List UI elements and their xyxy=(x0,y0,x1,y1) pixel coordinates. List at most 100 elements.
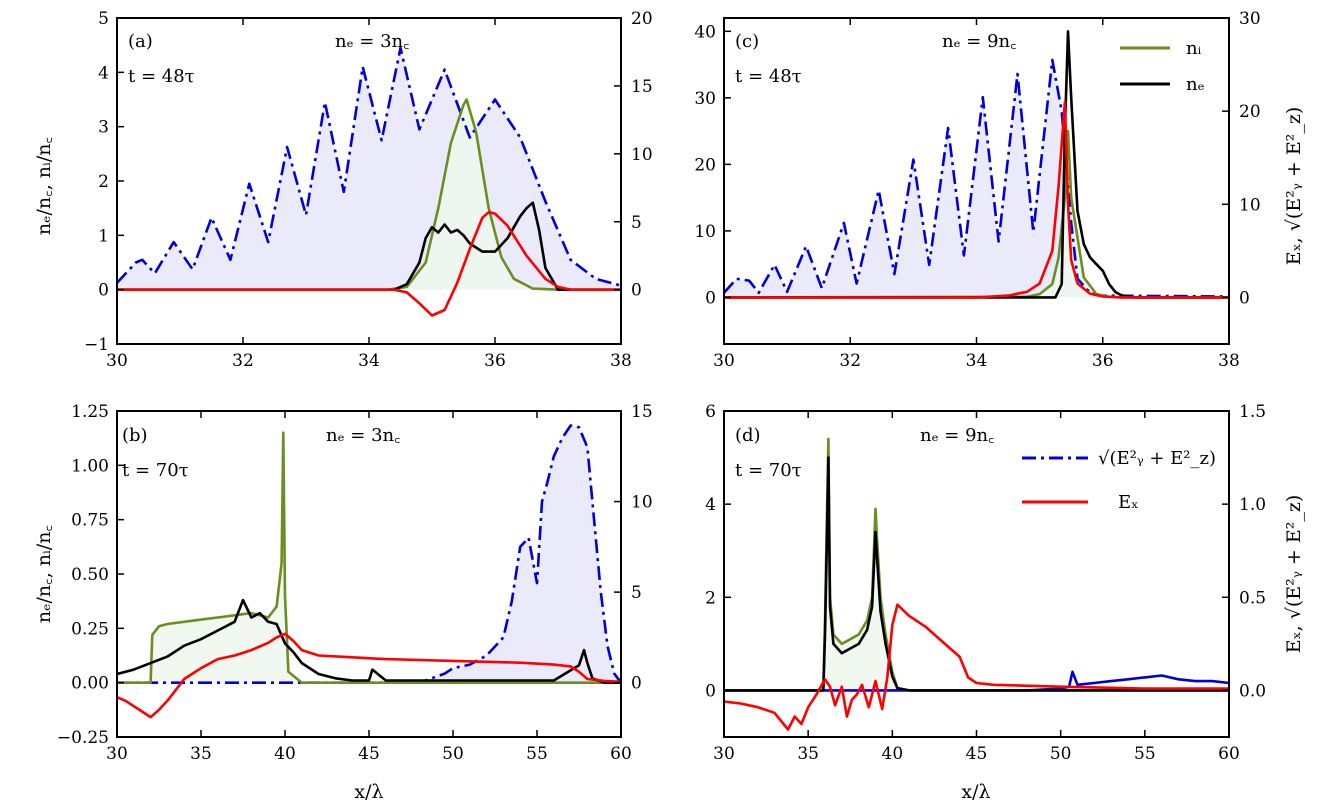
ylabel-bottom-left: nₑ/n꜀, nᵢ/n꜀ xyxy=(33,525,55,623)
panel-d-ytick-right-label: 1.0 xyxy=(1239,495,1266,515)
panel-a-ytick-left-label: 1 xyxy=(98,226,109,246)
panel-b-xtick-label: 35 xyxy=(190,744,212,764)
panel-d-xtick-label: 30 xyxy=(713,744,735,764)
panel-a-label: (a) xyxy=(128,31,153,52)
panel-a-xtick-label: 34 xyxy=(358,351,380,371)
panel-b-label: (b) xyxy=(122,425,148,446)
ylabel-bottom-right: Eₓ, √(E²ᵧ + E²_z) xyxy=(1283,495,1305,654)
panel-a-ytick-right-label: 5 xyxy=(631,213,642,233)
panel-d-xtick-label: 40 xyxy=(882,744,904,764)
panel-d-density: nₑ = 9n꜀ xyxy=(920,425,994,446)
panel-d-label: (d) xyxy=(735,425,761,446)
panel-d-xtick-label: 50 xyxy=(1050,744,1072,764)
panel-b-time: t = 70τ xyxy=(122,460,189,481)
panel-a-ytick-left-label: 3 xyxy=(98,118,109,138)
panel-d-xtick-label: 35 xyxy=(797,744,819,764)
panel-c-xtick-label: 30 xyxy=(713,351,735,371)
panel-c-label: (c) xyxy=(735,31,759,52)
legend-ex-label: Eₓ xyxy=(1118,492,1139,513)
panel-b-xtick-label: 50 xyxy=(442,744,464,764)
panel-b-ytick-left-label: 0.00 xyxy=(71,674,109,694)
panel-b: 30 35 40 45 50 55 60−0.250.000.250.500.751.001… xyxy=(57,402,653,764)
panel-c-field-fill xyxy=(724,59,1229,298)
panel-c-xtick-label: 34 xyxy=(966,351,988,371)
xlabel-left: x/λ xyxy=(354,781,383,803)
panel-b-xtick-label: 40 xyxy=(274,744,296,764)
panel-a-ytick-left-label: −1 xyxy=(84,335,109,355)
panel-d-ytick-left-label: 0 xyxy=(705,681,716,701)
panel-c-ytick-left-label: 30 xyxy=(694,89,716,109)
panel-c-ne-line xyxy=(724,30,1229,299)
panel-b-frame xyxy=(116,410,622,738)
panel-d-time: t = 70τ xyxy=(735,460,802,481)
panel-b-ytick-right-label: 5 xyxy=(631,583,642,603)
panel-b-field-fill xyxy=(117,425,621,683)
panel-b-ytick-left-label: −0.25 xyxy=(57,728,109,748)
panel-b-ytick-left-label: 0.50 xyxy=(71,565,109,585)
panel-a-ni-line xyxy=(117,98,621,291)
panel-a-ytick-right-label: 15 xyxy=(631,77,653,97)
panel-c-xtick-label: 36 xyxy=(1092,351,1114,371)
legend-bottom: √(E²ᵧ + E²_z) Eₓ xyxy=(1022,448,1216,513)
panel-d-xtick-label: 45 xyxy=(966,744,988,764)
panel-d-ytick-right-label: 1.5 xyxy=(1239,402,1266,422)
panel-d-xtick-label: 60 xyxy=(1218,744,1240,764)
panel-b-ex-line xyxy=(116,632,622,719)
legend-field-label: √(E²ᵧ + E²_z) xyxy=(1098,448,1216,469)
panel-b-ni-line xyxy=(117,431,621,684)
panel-c-ytick-left-label: 10 xyxy=(694,222,716,242)
panel-c-ytick-right-label: 0 xyxy=(1239,288,1250,308)
panel-d-ytick-left-label: 6 xyxy=(705,402,716,422)
panel-a-ytick-right-label: 20 xyxy=(631,9,653,29)
panel-a-xtick-label: 36 xyxy=(484,351,506,371)
panel-d-ytick-right-label: 0.0 xyxy=(1239,681,1266,701)
panel-b-ytick-left-label: 1.25 xyxy=(71,402,109,422)
panel-c-time: t = 48τ xyxy=(735,66,802,87)
panel-c-ytick-left-label: 20 xyxy=(694,155,716,175)
panel-a-ytick-right-label: 0 xyxy=(631,281,642,301)
xlabel-right: x/λ xyxy=(961,781,990,803)
panel-a-ytick-left-label: 5 xyxy=(98,9,109,29)
ylabel-top-right: Eₓ, √(E²ᵧ + E²_z) xyxy=(1283,107,1305,266)
panel-d-ytick-left-label: 4 xyxy=(705,495,716,515)
panel-b-ytick-right-label: 15 xyxy=(631,402,653,422)
panel-c-ytick-right-label: 20 xyxy=(1239,102,1261,122)
panel-c-frame xyxy=(723,17,1230,345)
panel-a-time: t = 48τ xyxy=(128,66,195,87)
panel-a-xtick-label: 32 xyxy=(232,351,254,371)
panel-d-ex-line xyxy=(723,603,1229,731)
panel-b-ytick-left-label: 1.00 xyxy=(71,456,109,476)
panel-b-xtick-label: 60 xyxy=(610,744,632,764)
panel-a-density: nₑ = 3n꜀ xyxy=(335,31,409,52)
panel-a-ytick-left-label: 4 xyxy=(98,63,109,83)
panel-a-ytick-left-label: 0 xyxy=(98,281,109,301)
panel-b-ytick-right-label: 10 xyxy=(631,493,653,513)
ylabel-top-left: nₑ/n꜀, nᵢ/n꜀ xyxy=(33,137,55,235)
panel-c-density: nₑ = 9n꜀ xyxy=(942,31,1016,52)
panel-c-ytick-right-label: 10 xyxy=(1239,195,1261,215)
panel-b-xtick-label: 45 xyxy=(358,744,380,764)
panel-b-density: nₑ = 3n꜀ xyxy=(326,425,400,446)
panel-d-ne-line xyxy=(724,456,1229,692)
panel-c: 30 32 34 36 38 0 10 20 30 40 0 10 20 30 (c) t = 48τ n… xyxy=(694,9,1260,371)
panel-b-ni-fill xyxy=(117,432,621,683)
panel-b-xtick-label: 55 xyxy=(526,744,548,764)
panel-a-xtick-label: 38 xyxy=(610,351,632,371)
panel-c-ytick-right-label: 30 xyxy=(1239,9,1261,29)
panel-a-ytick-left-label: 2 xyxy=(98,172,109,192)
panel-c-xtick-label: 38 xyxy=(1218,351,1240,371)
panel-a-ne-line xyxy=(117,201,621,291)
panel-c-ytick-left-label: 40 xyxy=(694,22,716,42)
panel-b-xtick-label: 30 xyxy=(106,744,128,764)
panel-c-ex-line xyxy=(724,100,1229,299)
panel-a-ytick-right-label: 10 xyxy=(631,145,653,165)
panel-d-ytick-left-label: 2 xyxy=(705,588,716,608)
legend-top: nᵢ nₑ xyxy=(1120,38,1205,95)
panel-c-ytick-left-label: 0 xyxy=(705,288,716,308)
panel-d: 30 35 40 45 50 55 60 0 2 4 6 0.0 0.5 1.0 1.5 (d) t = 7… xyxy=(705,402,1266,764)
panel-c-xtick-label: 32 xyxy=(839,351,861,371)
panel-a-ni-fill xyxy=(117,99,621,290)
panel-a-frame xyxy=(116,17,622,345)
